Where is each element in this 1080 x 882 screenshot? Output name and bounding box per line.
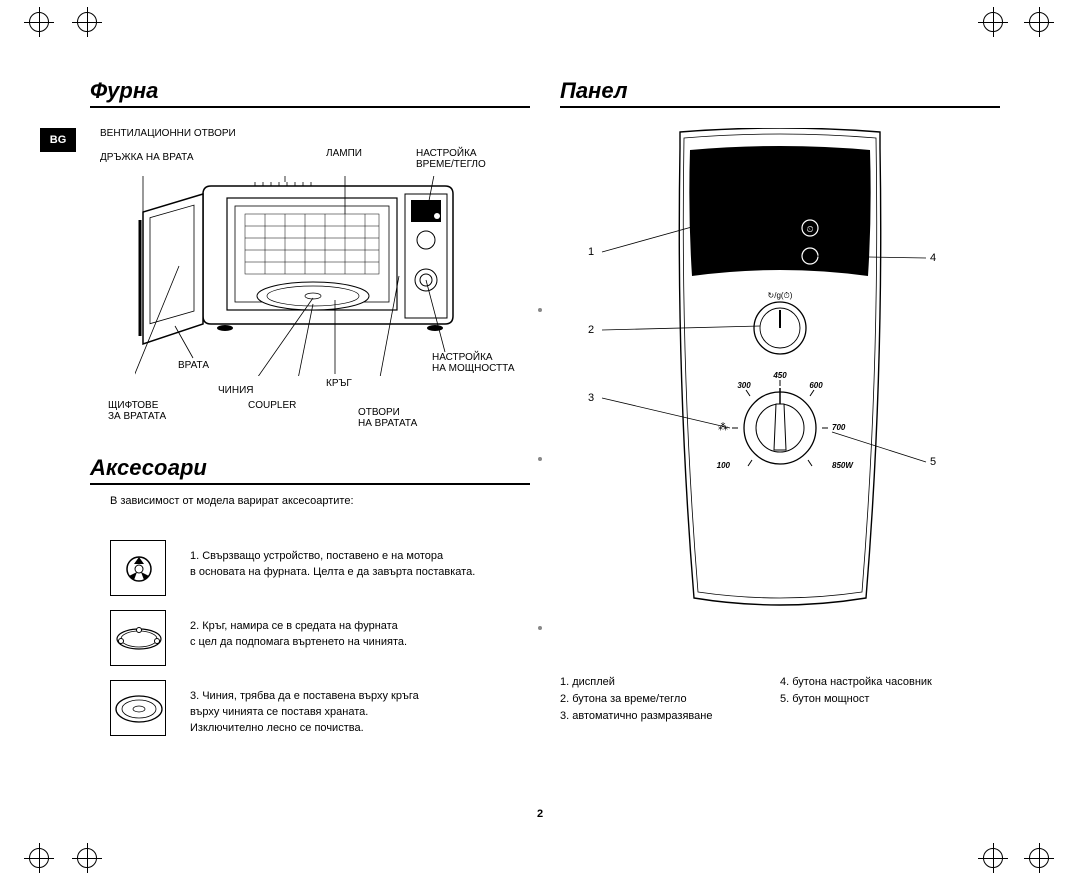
label-vent: ВЕНТИЛАЦИОННИ ОТВОРИ (100, 128, 236, 139)
callout-1: 1 (588, 246, 594, 258)
label-time-weight: НАСТРОЙКА ВРЕМЕ/ТЕГЛО (416, 148, 486, 170)
label-lamp: ЛАМПИ (326, 148, 362, 159)
legend-3: 3. автоматично размразяване (560, 708, 712, 725)
accessory-text-1: 1. Свързващо устройство, поставено е на … (190, 548, 530, 580)
svg-text:⏲: ⏲ (806, 224, 813, 234)
fold-dot-icon (538, 308, 542, 312)
coupler-icon (110, 540, 166, 596)
control-panel-diagram: ⏲ ↻/g(⏱) 450 300 (660, 128, 900, 618)
svg-text:100: 100 (717, 461, 731, 470)
svg-text:450: 450 (772, 371, 787, 380)
accessories-intro: В зависимост от модела варират аксесоарт… (110, 495, 354, 507)
ring-icon (110, 610, 166, 666)
accessory-text-2: 2. Кръг, намира се в средата на фурната … (190, 618, 530, 650)
legend-1: 1. дисплей (560, 674, 712, 691)
right-column: Панел (560, 78, 1000, 118)
registration-mark-icon (1024, 7, 1054, 37)
svg-text:↻/g(⏱): ↻/g(⏱) (768, 291, 793, 300)
registration-mark-icon (1024, 843, 1054, 873)
section-title-accessories: Аксесоари (90, 455, 530, 485)
page: Фурна BG ВЕНТИЛАЦИОННИ ОТВОРИ ДРЪЖКА НА … (0, 0, 1080, 882)
svg-text:300: 300 (737, 381, 751, 390)
registration-mark-icon (978, 7, 1008, 37)
language-badge: BG (40, 128, 76, 152)
tray-icon (110, 680, 166, 736)
label-coupler: COUPLER (248, 400, 296, 411)
left-column: Фурна (90, 78, 530, 118)
label-door-handle: ДРЪЖКА НА ВРАТА (100, 152, 194, 163)
callout-5: 5 (930, 456, 936, 468)
label-tray: ЧИНИЯ (218, 385, 253, 396)
callout-4: 4 (930, 252, 936, 264)
registration-mark-icon (72, 7, 102, 37)
registration-mark-icon (72, 843, 102, 873)
label-latches: ЩИФТОВЕ ЗА ВРАТАТА (108, 400, 166, 422)
oven-diagram (135, 176, 479, 336)
label-ring: КРЪГ (326, 378, 352, 389)
fold-dot-icon (538, 626, 542, 630)
accessory-text-3: 3. Чиния, трябва да е поставена върху кр… (190, 688, 530, 736)
legend-5: 5. бутон мощност (780, 691, 932, 708)
fold-dot-icon (538, 457, 542, 461)
svg-text:600: 600 (809, 381, 823, 390)
svg-text:⁂: ⁂ (718, 422, 728, 433)
registration-mark-icon (24, 7, 54, 37)
callout-2: 2 (588, 324, 594, 336)
section-title-panel: Панел (560, 78, 1000, 108)
section-title-oven: Фурна (90, 78, 530, 108)
registration-mark-icon (24, 843, 54, 873)
registration-mark-icon (978, 843, 1008, 873)
label-holes: ОТВОРИ НА ВРАТАТА (358, 407, 417, 429)
control-panel-icon: ⏲ ↻/g(⏱) 450 300 (660, 128, 900, 618)
callout-3: 3 (588, 392, 594, 404)
oven-icon (135, 176, 479, 376)
svg-text:700: 700 (832, 423, 846, 432)
legend-2: 2. бутона за време/тегло (560, 691, 712, 708)
legend-4: 4. бутона настройка часовник (780, 674, 932, 691)
page-number: 2 (0, 808, 1080, 820)
svg-text:850W: 850W (832, 461, 854, 470)
